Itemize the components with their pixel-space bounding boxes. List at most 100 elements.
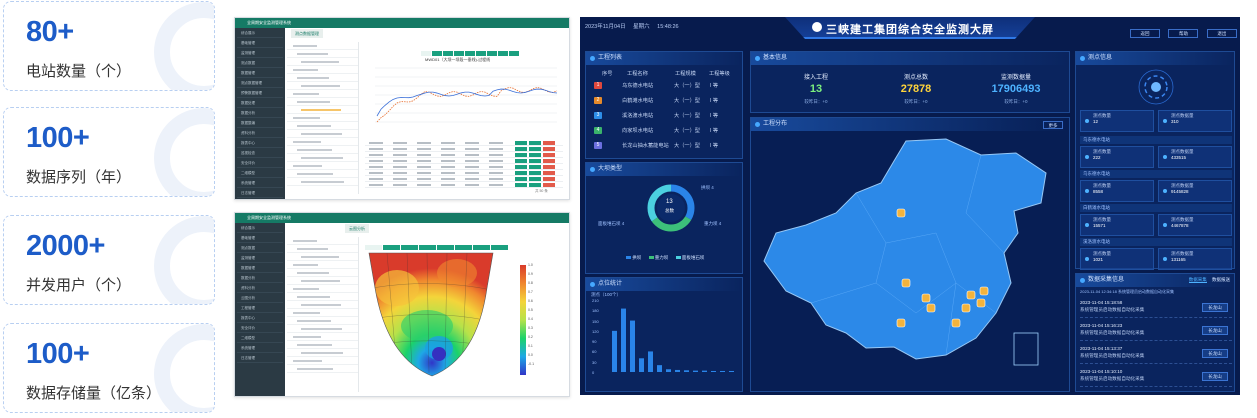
project-row[interactable]: 3 溪洛渡水电站 大（一）型 I 等 bbox=[594, 112, 739, 119]
toolbar-button[interactable] bbox=[465, 51, 475, 56]
row-action-button[interactable] bbox=[529, 147, 541, 151]
row-action-button[interactable] bbox=[529, 159, 541, 163]
toolbar-button[interactable] bbox=[437, 245, 454, 250]
tree-row[interactable] bbox=[287, 42, 358, 50]
tree-row[interactable] bbox=[287, 341, 358, 349]
toolbar-button[interactable] bbox=[509, 51, 519, 56]
row-action-button[interactable] bbox=[515, 141, 527, 145]
table-row[interactable] bbox=[365, 182, 563, 188]
row-action-button[interactable] bbox=[515, 165, 527, 169]
row-action-button[interactable] bbox=[543, 165, 555, 169]
tree-row[interactable] bbox=[287, 58, 358, 66]
row-action-button[interactable] bbox=[543, 159, 555, 163]
tree-row[interactable] bbox=[287, 301, 358, 309]
row-action-button[interactable] bbox=[515, 147, 527, 151]
row-action-button[interactable] bbox=[529, 183, 541, 187]
tree-row[interactable] bbox=[287, 66, 358, 74]
row-action-button[interactable] bbox=[543, 171, 555, 175]
tree-row[interactable] bbox=[287, 269, 358, 277]
tab-cloud[interactable]: 云图分析 bbox=[345, 224, 369, 233]
row-action-button[interactable] bbox=[543, 153, 555, 157]
row-action-button[interactable] bbox=[529, 141, 541, 145]
sidebar-item[interactable]: 云图分析 bbox=[237, 293, 283, 303]
tree-row[interactable] bbox=[287, 50, 358, 58]
tree-row[interactable] bbox=[287, 146, 358, 154]
toolbar-button[interactable] bbox=[383, 245, 400, 250]
station-marker-icon[interactable] bbox=[966, 290, 976, 300]
sidebar-item[interactable]: 巡视检查 bbox=[237, 148, 283, 158]
sidebar-item[interactable]: 监测管理 bbox=[237, 48, 283, 58]
log-row[interactable]: 2023-11-04 15:16:23 系统管理员启动数据自动化采集 长龙山 bbox=[1080, 321, 1232, 341]
sidebar-item[interactable]: 测点数据 bbox=[237, 243, 283, 253]
station-marker-icon[interactable] bbox=[976, 298, 986, 308]
station-marker-icon[interactable] bbox=[896, 208, 906, 218]
sidebar-item[interactable]: 数据整编 bbox=[237, 118, 283, 128]
sidebar-item[interactable]: 日志管理 bbox=[237, 353, 283, 363]
log-row[interactable]: 2023-11-04 15:13:37 系统管理员启动数据自动化采集 长龙山 bbox=[1080, 344, 1232, 364]
tree-row[interactable] bbox=[287, 293, 358, 301]
toolbar-button[interactable] bbox=[443, 51, 453, 56]
log-station-button[interactable]: 长龙山 bbox=[1202, 349, 1228, 358]
sidebar-item[interactable]: 系统管理 bbox=[237, 178, 283, 188]
station-marker-icon[interactable] bbox=[979, 286, 989, 296]
tree-row[interactable] bbox=[287, 309, 358, 317]
tree-row[interactable] bbox=[287, 317, 358, 325]
toolbar-button[interactable] bbox=[487, 51, 497, 56]
project-row[interactable]: 1 乌东德水电站 大（一）型 I 等 bbox=[594, 82, 739, 89]
table-row[interactable] bbox=[365, 164, 563, 170]
sidebar-item[interactable]: 数据分析 bbox=[237, 273, 283, 283]
sidebar-item[interactable]: 测点数据管理 bbox=[237, 78, 283, 88]
sidebar-item[interactable]: 基础管理 bbox=[237, 233, 283, 243]
toolbar-button[interactable] bbox=[421, 51, 431, 56]
row-action-button[interactable] bbox=[529, 171, 541, 175]
sidebar-item[interactable]: 工程管理 bbox=[237, 303, 283, 313]
row-action-button[interactable] bbox=[543, 141, 555, 145]
toolbar-button[interactable] bbox=[473, 245, 490, 250]
sidebar-item[interactable]: 二维模型 bbox=[237, 333, 283, 343]
sidebar-item[interactable]: 安全评价 bbox=[237, 158, 283, 168]
station-marker-icon[interactable] bbox=[951, 318, 961, 328]
station-marker-icon[interactable] bbox=[896, 318, 906, 328]
tree-row[interactable] bbox=[287, 333, 358, 341]
toolbar-button[interactable] bbox=[432, 51, 442, 56]
tree-row[interactable] bbox=[287, 237, 358, 245]
log-row[interactable]: 2023-11-04 15:18:58 系统管理员启动数据自动化采集 长龙山 bbox=[1080, 298, 1232, 318]
toolbar-button[interactable] bbox=[401, 245, 418, 250]
toolbar-button[interactable] bbox=[498, 51, 508, 56]
tree-row[interactable] bbox=[287, 245, 358, 253]
project-row[interactable]: 4 向家坝水电站 大（一）型 I 等 bbox=[594, 127, 739, 134]
tree-row[interactable] bbox=[287, 82, 358, 90]
sidebar-item[interactable]: 数据处理 bbox=[237, 98, 283, 108]
station-marker-icon[interactable] bbox=[901, 278, 911, 288]
tree-row[interactable] bbox=[287, 162, 358, 170]
toolbar-button[interactable] bbox=[455, 245, 472, 250]
sidebar-item[interactable]: 资料分析 bbox=[237, 283, 283, 293]
tree-row[interactable] bbox=[287, 106, 358, 114]
tree-row[interactable] bbox=[287, 277, 358, 285]
station-marker-icon[interactable] bbox=[921, 293, 931, 303]
exit-button[interactable]: 退出 bbox=[1206, 29, 1237, 38]
tree-row[interactable] bbox=[287, 253, 358, 261]
tree-row[interactable] bbox=[287, 74, 358, 82]
tree-row[interactable] bbox=[287, 285, 358, 293]
tree-row[interactable] bbox=[287, 130, 358, 138]
sidebar-item[interactable]: 数据分析 bbox=[237, 108, 283, 118]
table-row[interactable] bbox=[365, 146, 563, 152]
sidebar-item[interactable]: 日志管理 bbox=[237, 188, 283, 198]
sidebar-item[interactable]: 系统管理 bbox=[237, 343, 283, 353]
sidebar-item[interactable]: 二维模型 bbox=[237, 168, 283, 178]
help-button[interactable]: 帮助 bbox=[1168, 29, 1199, 38]
tree-row[interactable] bbox=[287, 122, 358, 130]
tree-row[interactable] bbox=[287, 98, 358, 106]
sidebar-item[interactable]: 报表中心 bbox=[237, 138, 283, 148]
table-row[interactable] bbox=[365, 158, 563, 164]
row-action-button[interactable] bbox=[515, 159, 527, 163]
sidebar-item[interactable]: 综合展示 bbox=[237, 28, 283, 38]
tree-row[interactable] bbox=[287, 90, 358, 98]
sidebar-item[interactable]: 预警数据管理 bbox=[237, 88, 283, 98]
row-action-button[interactable] bbox=[515, 183, 527, 187]
table-row[interactable] bbox=[365, 170, 563, 176]
tree-row[interactable] bbox=[287, 170, 358, 178]
tree-row[interactable] bbox=[287, 138, 358, 146]
sidebar-item[interactable]: 监测管理 bbox=[237, 253, 283, 263]
